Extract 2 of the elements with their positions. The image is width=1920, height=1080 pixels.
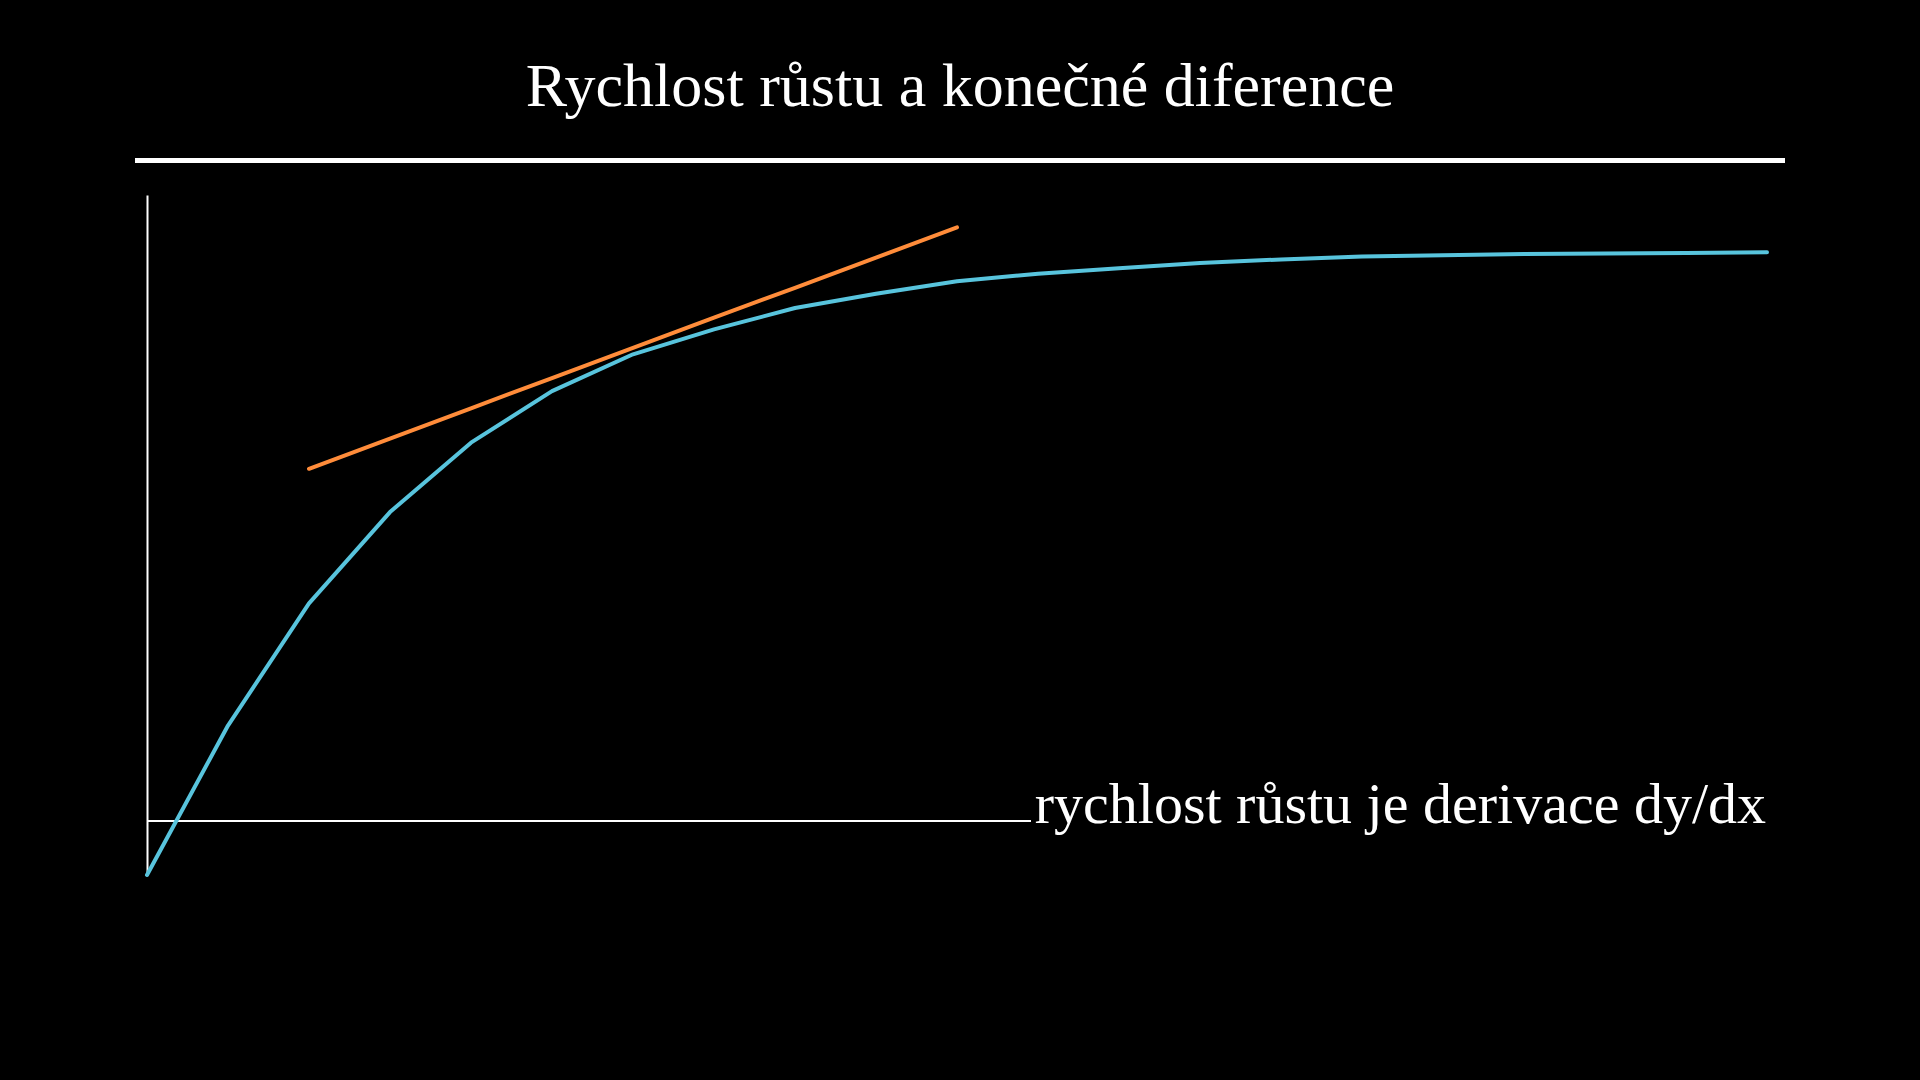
annotation: rychlost růstu je derivace dy/dx xyxy=(1030,770,1770,837)
chart-title: Rychlost růstu a konečné diference xyxy=(524,50,1396,121)
